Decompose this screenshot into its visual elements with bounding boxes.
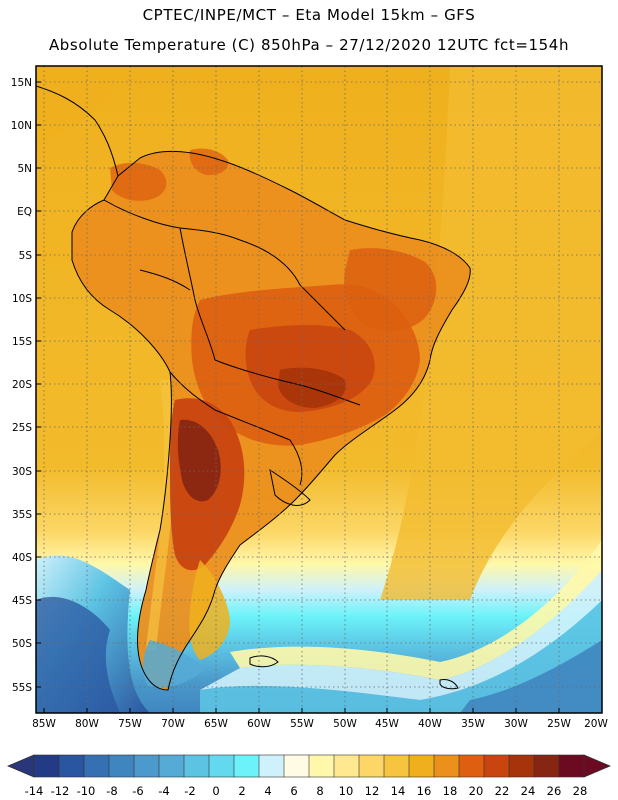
colorbar-swatch	[558, 754, 585, 778]
lon-label: 40W	[418, 718, 442, 730]
colorbar-label: -6	[132, 784, 143, 798]
lat-label: 5N	[17, 163, 32, 175]
colorbar-label: 12	[365, 784, 380, 798]
colorbar-label: 24	[521, 784, 536, 798]
lat-label: 30S	[12, 466, 32, 478]
colorbar-swatch	[533, 754, 560, 778]
latitude-labels: 15N 10N 5N EQ 5S 10S 15S 20S 25S 30S 35S…	[11, 77, 33, 694]
coastline-and-borders	[36, 85, 471, 691]
colorbar-label: 10	[339, 784, 354, 798]
lat-label: 10S	[12, 293, 32, 305]
longitude-labels: 85W 80W 75W 70W 65W 60W 55W 50W 45W 40W …	[32, 718, 608, 730]
colorbar-label: 22	[495, 784, 510, 798]
lon-label: 75W	[118, 718, 142, 730]
colorbar-swatch	[283, 754, 310, 778]
axis-ticks	[36, 81, 560, 713]
lat-label: 10N	[11, 120, 32, 132]
lon-label: 20W	[584, 718, 608, 730]
colorbar-label: -4	[158, 784, 169, 798]
colorbar-label: 4	[264, 784, 271, 798]
lon-label: 45W	[375, 718, 399, 730]
lon-label: 25W	[547, 718, 571, 730]
colorbar-label: 28	[573, 784, 588, 798]
colorbar-swatch	[33, 754, 60, 778]
colorbar-low-arrow	[6, 754, 35, 778]
colorbar-label: 18	[443, 784, 458, 798]
colorbar-swatch	[458, 754, 485, 778]
colorbar-label: 2	[238, 784, 245, 798]
lat-label: 5S	[19, 250, 33, 262]
colorbar-swatch	[158, 754, 185, 778]
colorbar-swatch	[358, 754, 385, 778]
lat-label: 15N	[11, 77, 32, 89]
colorbar-swatches	[33, 754, 585, 778]
colorbar-swatch	[508, 754, 535, 778]
colorbar-label: 0	[212, 784, 219, 798]
lon-label: 70W	[161, 718, 185, 730]
lon-label: 30W	[504, 718, 528, 730]
lat-label: EQ	[17, 206, 32, 218]
tierra-del-fuego-cold	[142, 640, 205, 688]
colorbar-swatch	[333, 754, 360, 778]
colorbar-swatch	[258, 754, 285, 778]
colorbar-label: 6	[290, 784, 297, 798]
lon-label: 80W	[75, 718, 99, 730]
south-atlantic-cold-band	[200, 600, 602, 713]
colorbar-label: -2	[184, 784, 195, 798]
lat-label: 20S	[12, 379, 32, 391]
lon-label: 35W	[461, 718, 485, 730]
lat-label: 35S	[12, 509, 32, 521]
lat-label: 50S	[12, 638, 32, 650]
colorbar-swatch	[83, 754, 110, 778]
colorbar-swatch	[308, 754, 335, 778]
lat-label: 40S	[12, 552, 32, 564]
lon-label: 55W	[290, 718, 314, 730]
map-frame	[35, 65, 603, 714]
colorbar-swatch	[58, 754, 85, 778]
colorbar-swatch	[483, 754, 510, 778]
colorbar-swatch	[408, 754, 435, 778]
temperature-field	[36, 66, 602, 713]
lon-label: 60W	[247, 718, 271, 730]
colorbar-swatch	[208, 754, 235, 778]
colorbar-swatch	[108, 754, 135, 778]
colorbar-label: -10	[77, 784, 96, 798]
colorbar-label: 8	[316, 784, 323, 798]
lon-label: 85W	[32, 718, 56, 730]
lat-label: 25S	[12, 422, 32, 434]
lon-label: 50W	[333, 718, 357, 730]
colorbar-swatch	[183, 754, 210, 778]
colorbar-swatch	[233, 754, 260, 778]
colorbar-label: -12	[51, 784, 70, 798]
temperature-colorbar	[6, 754, 612, 778]
colorbar-swatch	[433, 754, 460, 778]
colorbar-label: -8	[106, 784, 117, 798]
colorbar-label: -14	[25, 784, 44, 798]
map-title-line-2: Absolute Temperature (C) 850hPa – 27/12/…	[48, 36, 570, 54]
colorbar-label: 20	[469, 784, 484, 798]
colorbar-labels: -14 -12 -10 -8 -6 -4 -2 0 2 4 6 8 10 12 …	[25, 784, 588, 798]
map-title-line-1: CPTEC/INPE/MCT – Eta Model 15km – GFS	[142, 6, 476, 24]
colorbar-swatch	[383, 754, 410, 778]
colorbar-label: 26	[547, 784, 562, 798]
lat-label: 55S	[12, 682, 32, 694]
colorbar-high-arrow	[583, 754, 612, 778]
colorbar-swatch	[133, 754, 160, 778]
lon-label: 65W	[204, 718, 228, 730]
lat-label: 15S	[12, 336, 32, 348]
colorbar-label: 14	[391, 784, 406, 798]
lat-label: 45S	[12, 595, 32, 607]
colorbar-label: 16	[417, 784, 432, 798]
